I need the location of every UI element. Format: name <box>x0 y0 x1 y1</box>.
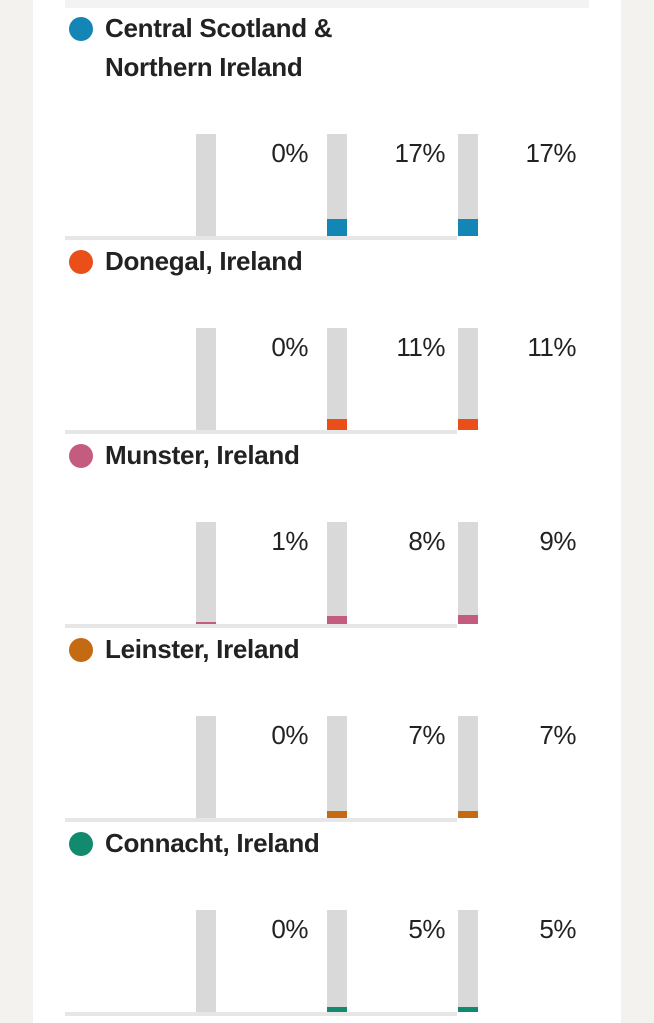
baseline <box>65 1012 457 1016</box>
baseline <box>65 236 457 240</box>
value-label: 1% <box>271 526 308 556</box>
value-label: 5% <box>539 914 576 944</box>
bar-track <box>327 134 347 236</box>
region-bars: 1% 8% 9% <box>33 522 621 628</box>
region-title: Leinster, Ireland <box>105 630 300 669</box>
value-label: 8% <box>408 526 445 556</box>
bar-track <box>327 522 347 624</box>
region-bars: 0% 7% 7% <box>33 716 621 822</box>
bar-track <box>327 328 347 430</box>
region-title-line: Donegal, Ireland <box>105 246 303 276</box>
value-label: 11% <box>527 332 576 362</box>
bar-fill <box>196 622 216 624</box>
bar-track <box>196 328 216 430</box>
value-label: 7% <box>408 720 445 750</box>
bar-fill <box>458 1007 478 1012</box>
region-bars: 0% 11% 11% <box>33 328 621 434</box>
bar-track <box>458 328 478 430</box>
legend-dot-icon <box>69 832 93 856</box>
region-title-line: Northern Ireland <box>105 52 303 82</box>
bar-track <box>458 716 478 818</box>
region-title: Munster, Ireland <box>105 436 300 475</box>
bar-fill <box>458 419 478 430</box>
legend-dot-icon <box>69 17 93 41</box>
legend-dot-icon <box>69 638 93 662</box>
bar-fill <box>327 616 347 624</box>
legend-dot-icon <box>69 444 93 468</box>
bar-fill <box>327 811 347 818</box>
bar-track <box>196 134 216 236</box>
bar-track <box>458 522 478 624</box>
region-title-line: Munster, Ireland <box>105 440 300 470</box>
value-label: 0% <box>271 720 308 750</box>
value-label: 17% <box>525 138 576 168</box>
region-title-line: Leinster, Ireland <box>105 634 300 664</box>
bar-fill <box>458 615 478 624</box>
bar-track <box>196 522 216 624</box>
bar-track <box>458 134 478 236</box>
baseline <box>65 430 457 434</box>
value-label: 17% <box>394 138 445 168</box>
bar-track <box>196 910 216 1012</box>
region-bars: 0% 5% 5% <box>33 910 621 1016</box>
bar-track <box>327 716 347 818</box>
bar-fill <box>327 419 347 430</box>
value-label: 9% <box>539 526 576 556</box>
region-title-line: Central Scotland & <box>105 13 333 43</box>
bar-fill <box>327 219 347 236</box>
bar-fill <box>327 1007 347 1012</box>
region-title: Central Scotland & Northern Ireland <box>105 9 333 87</box>
value-label: 7% <box>539 720 576 750</box>
value-label: 0% <box>271 332 308 362</box>
baseline <box>65 624 457 628</box>
value-label: 0% <box>271 138 308 168</box>
bar-track <box>458 910 478 1012</box>
value-label: 11% <box>396 332 445 362</box>
chart-card: Central Scotland & Northern Ireland 0% 17% 1… <box>33 0 621 1023</box>
region-title: Connacht, Ireland <box>105 824 320 863</box>
value-label: 5% <box>408 914 445 944</box>
region-bars: 0% 17% 17% <box>33 134 621 240</box>
region-title: Donegal, Ireland <box>105 242 303 281</box>
bar-fill <box>458 811 478 818</box>
bar-fill <box>458 219 478 236</box>
bar-track <box>327 910 347 1012</box>
baseline <box>65 818 457 822</box>
bar-track <box>196 716 216 818</box>
legend-dot-icon <box>69 250 93 274</box>
region-title-line: Connacht, Ireland <box>105 828 320 858</box>
value-label: 0% <box>271 914 308 944</box>
top-divider <box>65 0 589 8</box>
